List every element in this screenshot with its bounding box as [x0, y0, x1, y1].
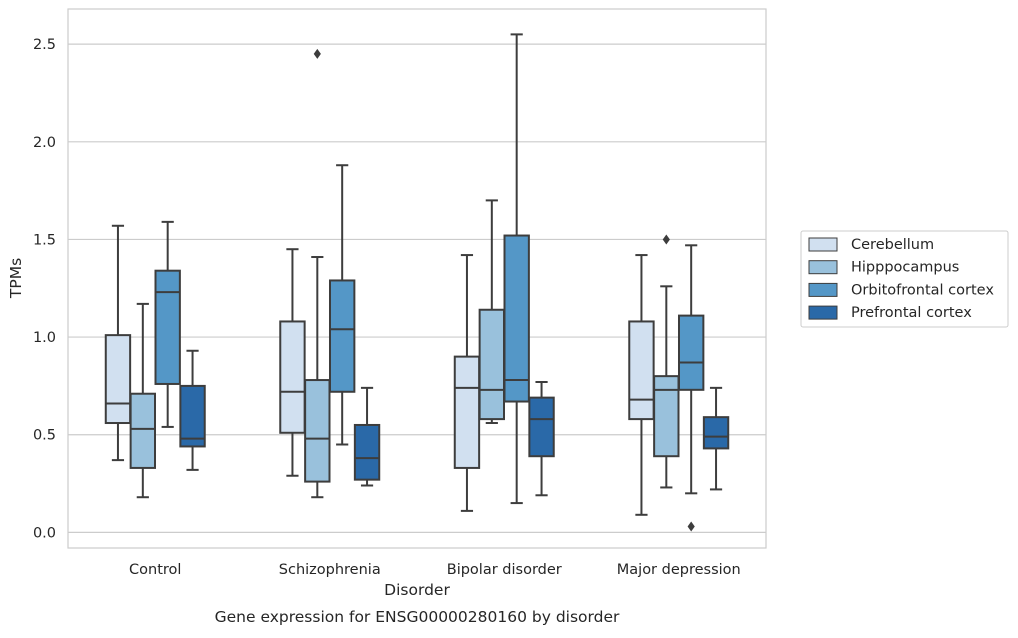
legend-label: Prefrontal cortex: [851, 305, 972, 321]
y-tick-label: 1.5: [33, 232, 56, 248]
y-tick-label: 1.0: [33, 330, 56, 346]
legend-frame: [800, 230, 1009, 328]
x-axis-label: Disorder: [384, 581, 450, 599]
y-tick-label: 2.5: [33, 37, 56, 53]
box-body: [628, 320, 655, 421]
chart-caption: Gene expression for ENSG00000280160 by d…: [215, 608, 620, 626]
box-body: [653, 375, 680, 458]
legend-swatch: [808, 260, 838, 275]
box-body: [328, 279, 356, 393]
box: [702, 386, 730, 491]
box-groups: [104, 33, 730, 532]
box-body: [279, 320, 306, 434]
box-body: [478, 308, 506, 421]
y-tick-label: 2.0: [33, 135, 56, 151]
box: [304, 48, 331, 499]
box-body: [129, 392, 157, 469]
box: [353, 386, 381, 487]
box: [528, 381, 555, 497]
legend-label: Cerebellum: [851, 237, 934, 253]
box: [628, 254, 655, 516]
y-tick-label: 0.5: [33, 428, 56, 444]
flier-point: [313, 48, 321, 59]
box-body: [104, 334, 132, 425]
box: [179, 349, 206, 471]
legend-swatch: [808, 305, 838, 320]
box: [653, 234, 680, 489]
flier-point: [687, 521, 695, 532]
box-body: [702, 416, 730, 450]
x-tick-label: Schizophrenia: [279, 562, 381, 578]
box: [129, 302, 157, 499]
box: [503, 33, 530, 505]
box: [677, 244, 705, 532]
x-tick-label: Bipolar disorder: [447, 562, 562, 578]
box: [453, 254, 481, 512]
legend-swatch: [808, 282, 838, 297]
y-axis-ticks: 0.0 0.5 1.0 1.5 2.0 2.5: [33, 37, 56, 541]
box: [154, 220, 181, 428]
y-tick-label: 0.0: [33, 525, 56, 541]
box-body: [528, 396, 555, 458]
box-body: [179, 384, 206, 448]
legend-swatch: [808, 237, 838, 252]
box: [279, 248, 306, 477]
box-body: [304, 379, 331, 483]
x-tick-label: Major depression: [617, 562, 741, 578]
flier-point: [662, 234, 670, 245]
x-axis-ticks: Control Schizophrenia Bipolar disorder Majo…: [129, 562, 741, 578]
box-body: [453, 355, 481, 469]
x-tick-label: Control: [129, 562, 181, 578]
box-body: [353, 423, 381, 481]
legend-label: Orbitofrontal cortex: [851, 282, 994, 298]
box: [104, 224, 132, 462]
box-body: [154, 269, 181, 385]
box: [478, 199, 506, 425]
legend: Cerebellum Hipppocampus Orbitofrontal cort…: [800, 230, 1009, 328]
box-body: [677, 314, 705, 391]
y-axis-label: TPMs: [7, 258, 25, 299]
box-body: [503, 234, 530, 403]
box: [328, 164, 356, 446]
legend-label: Hipppocampus: [851, 260, 959, 276]
plot-frame: [67, 8, 767, 549]
